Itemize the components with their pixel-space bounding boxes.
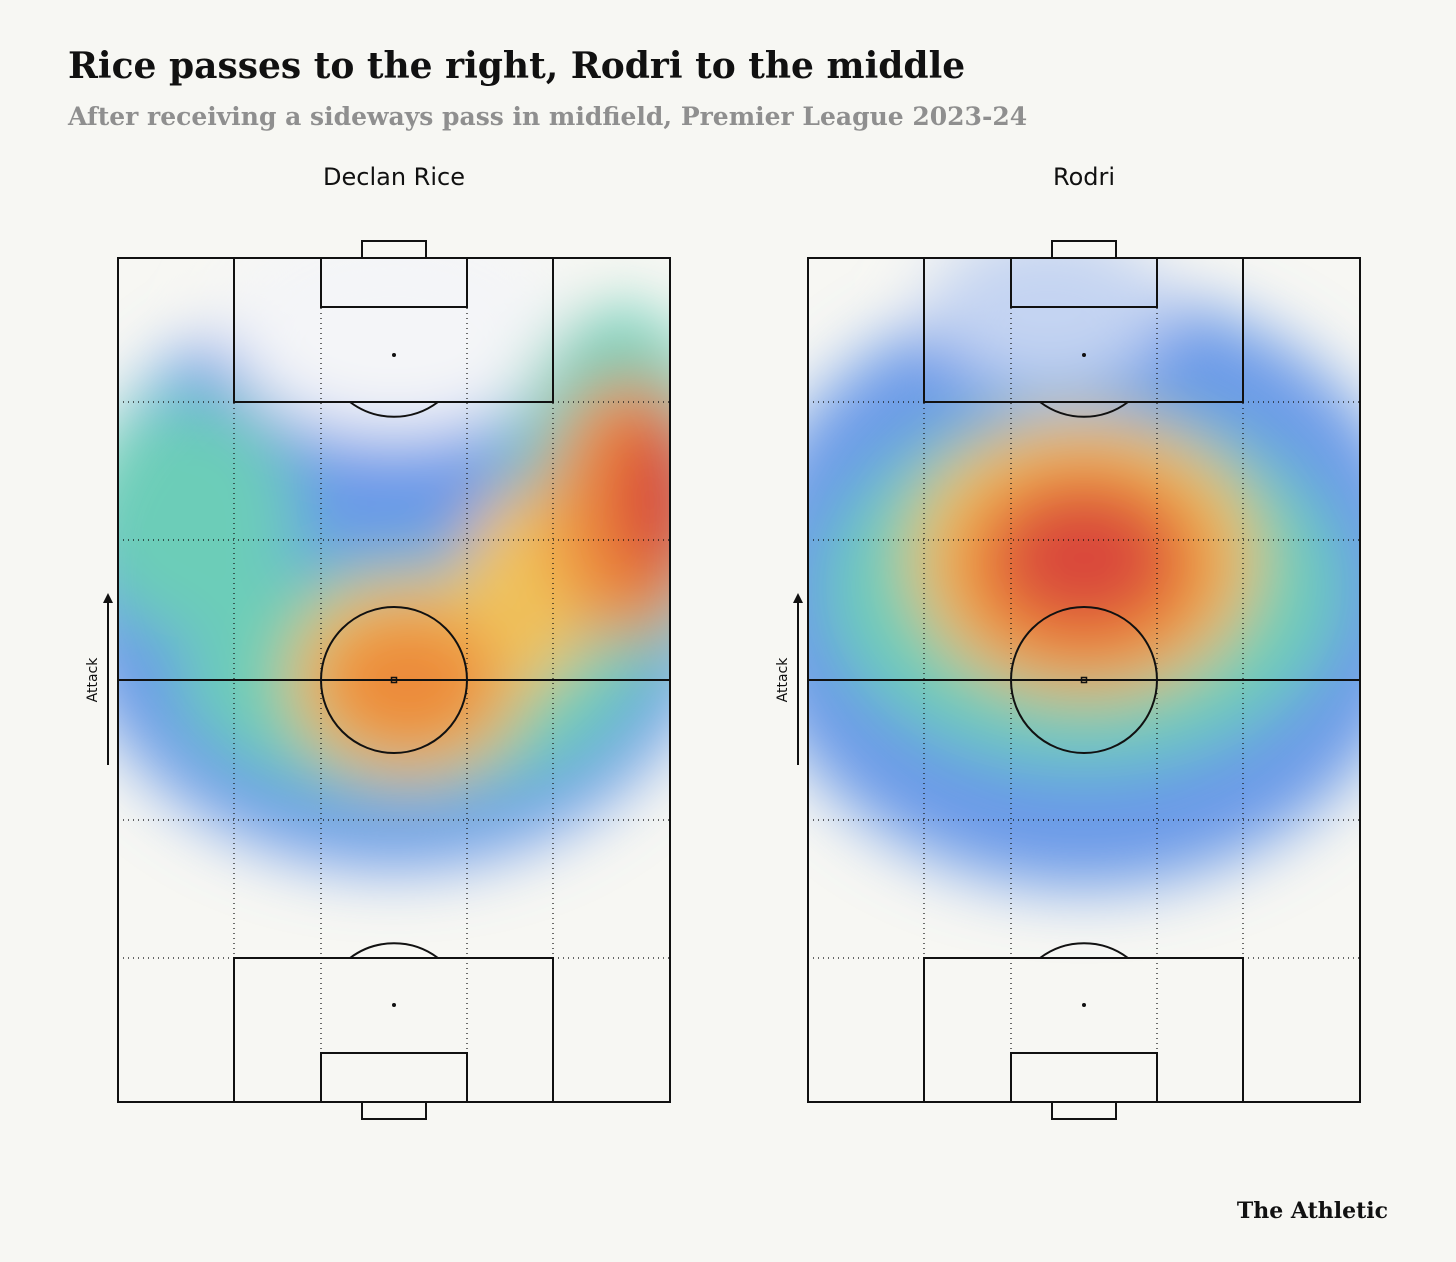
panel-name: Declan Rice <box>323 163 465 191</box>
heat-blob <box>928 258 1168 388</box>
penalty-spot <box>392 353 396 357</box>
penalty-arc <box>349 942 439 959</box>
penalty-spot <box>1082 1003 1086 1007</box>
goal <box>1051 1101 1117 1120</box>
direction-label: Attack <box>85 657 101 703</box>
direction-label: Attack <box>775 657 791 703</box>
centre-circle <box>320 606 468 754</box>
penalty-arc <box>349 401 439 418</box>
heat-layer <box>808 258 1360 888</box>
attack-arrowhead <box>793 593 803 603</box>
pitch-lines <box>117 240 671 1120</box>
subtitle: After receiving a sideways pass in midfi… <box>67 102 1027 131</box>
attack-arrowhead <box>103 593 113 603</box>
goal <box>361 1101 427 1120</box>
goal <box>361 240 427 259</box>
penalty-spot <box>1082 353 1086 357</box>
heat-blob <box>994 488 1174 628</box>
penalty-arc <box>1039 401 1129 418</box>
pitch-lines <box>807 240 1361 1120</box>
penalty-spot <box>392 1003 396 1007</box>
goal <box>1051 240 1117 259</box>
brand: The Athletic <box>1237 1198 1388 1224</box>
heat-blob <box>118 398 298 638</box>
centre-spot <box>1080 676 1088 684</box>
centre-circle <box>1010 606 1158 754</box>
title: Rice passes to the right, Rodri to the m… <box>68 45 965 87</box>
heat-blob <box>318 613 498 753</box>
heat-blob <box>613 413 670 583</box>
heat-blobs <box>808 258 1360 888</box>
penalty-arc <box>1039 942 1129 959</box>
heat-layer <box>118 258 670 868</box>
heat-blob <box>224 258 564 438</box>
heat-blobs <box>118 258 670 868</box>
centre-spot <box>390 676 398 684</box>
panel-name: Rodri <box>1053 163 1115 191</box>
